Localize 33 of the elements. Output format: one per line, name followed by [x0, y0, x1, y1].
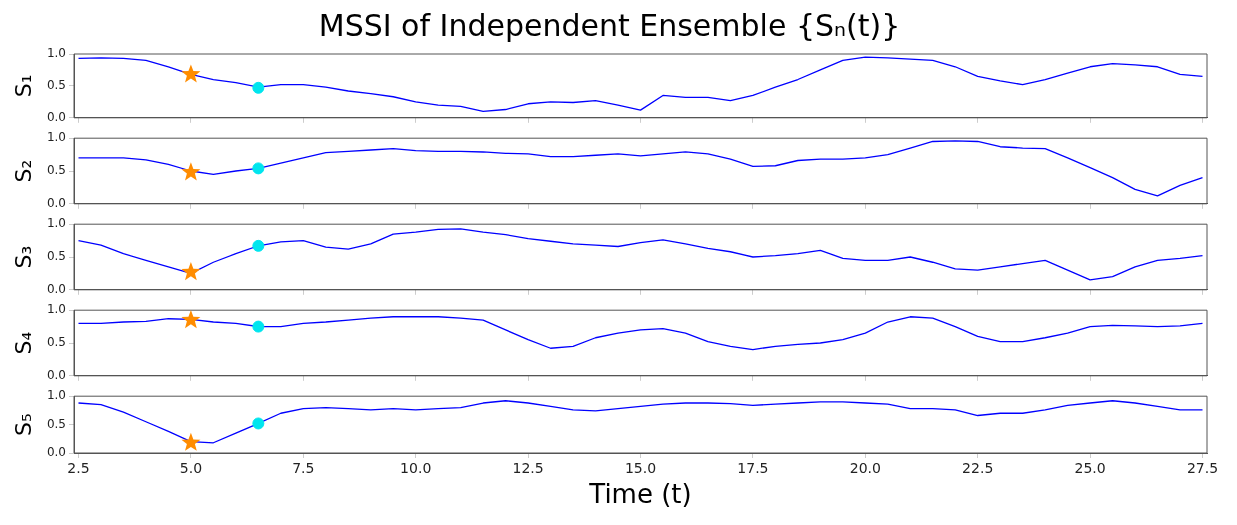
y-tick-label: 0.0	[46, 281, 66, 296]
x-tick-label: 25.0	[1074, 460, 1106, 477]
y-tick-label: 0.5	[46, 416, 66, 431]
x-tick-label: 5.0	[179, 460, 203, 477]
x-tick-label: 27.5	[1186, 460, 1219, 477]
y-tick-label: 0.0	[46, 445, 66, 460]
y-tick-label: 0.5	[46, 335, 66, 350]
y-tick-label: 0.5	[46, 78, 66, 93]
x-tick-label: 12.5	[512, 460, 544, 477]
x-tick-label: 7.5	[292, 460, 315, 477]
y-axis-title: S₁	[10, 74, 36, 98]
y-tick-label: 0.5	[46, 163, 66, 178]
x-axis-title: Time (t)	[588, 479, 692, 510]
x-tick-label: 22.5	[962, 460, 994, 477]
chart-title: MSSI of Independent Ensemble {Sₙ(t)}	[318, 7, 901, 43]
x-tick-label: 15.0	[624, 460, 657, 477]
y-tick-label: 0.0	[46, 195, 66, 210]
y-tick-label: 1.0	[46, 302, 66, 317]
y-tick-label: 1.0	[46, 388, 66, 403]
y-tick-label: 0.5	[46, 249, 66, 264]
x-tick-label: 17.5	[737, 460, 769, 477]
y-tick-label: 1.0	[46, 216, 66, 231]
y-tick-label: 1.0	[46, 46, 66, 61]
x-tick-label: 10.0	[400, 460, 432, 477]
y-tick-label: 1.0	[46, 130, 66, 145]
x-tick-label: 2.5	[67, 460, 90, 477]
y-axis-title: S₃	[10, 245, 36, 269]
y-axis-title: S₄	[10, 331, 36, 355]
y-axis-title: S₅	[10, 413, 36, 436]
y-axis-title: S₂	[10, 159, 36, 183]
x-tick-label: 20.0	[849, 460, 881, 477]
y-tick-label: 0.0	[46, 109, 66, 124]
y-tick-label: 0.0	[46, 367, 66, 382]
